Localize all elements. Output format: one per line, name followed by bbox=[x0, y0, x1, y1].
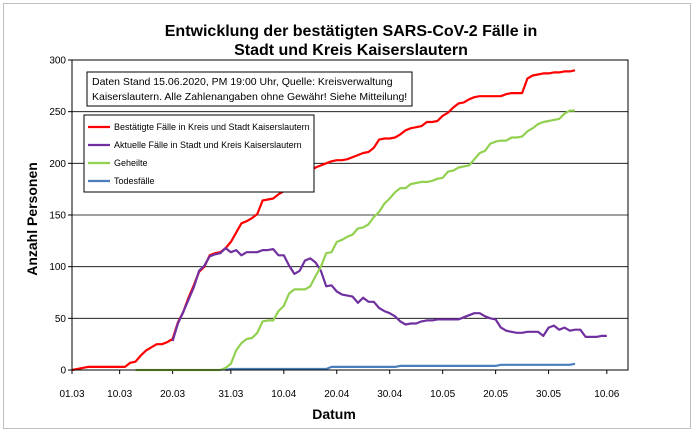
series-line-2 bbox=[171, 247, 607, 342]
x-tick-label: 20.05 bbox=[483, 389, 508, 400]
series-line-4 bbox=[225, 362, 576, 372]
x-tick-label: 20.04 bbox=[324, 389, 349, 400]
y-tick-label: 200 bbox=[49, 159, 66, 170]
x-axis-ticks: 01.03 10.03 20.03 31.03 10.04 20.04 30.04 10.05… bbox=[59, 370, 620, 400]
chart-title-line-1: Entwicklung der bestätigten SARS-CoV-2 F… bbox=[165, 23, 538, 40]
legend: Bestätigte Fälle in Kreis und Stadt Kais… bbox=[83, 114, 315, 193]
chart-title-line-2: Stadt und Kreis Kaiserslautern bbox=[234, 42, 468, 59]
annotation-line-1: Daten Stand 15.06.2020, PM 19:00 Uhr, Qu… bbox=[92, 76, 393, 88]
x-tick-label: 10.05 bbox=[430, 389, 455, 400]
legend-label-2: Aktuelle Fälle in Stadt und Kreis Kaiser… bbox=[114, 140, 302, 150]
x-axis-title: Datum bbox=[312, 406, 356, 422]
y-tick-label: 250 bbox=[49, 107, 66, 118]
y-axis-title: Anzahl Personen bbox=[24, 162, 40, 276]
legend-box bbox=[83, 114, 315, 193]
x-tick-label: 10.04 bbox=[271, 389, 296, 400]
x-tick-label: 30.05 bbox=[536, 389, 561, 400]
x-tick-label: 30.04 bbox=[377, 389, 402, 400]
annotation-box bbox=[86, 71, 413, 107]
y-tick-label: 0 bbox=[60, 366, 66, 377]
legend-label-1: Bestätigte Fälle in Kreis und Stadt Kais… bbox=[114, 122, 310, 132]
y-tick-label: 100 bbox=[49, 262, 66, 273]
y-axis-ticks: 0 50 100 150 200 250 300 bbox=[49, 56, 72, 377]
x-tick-label: 31.03 bbox=[218, 389, 243, 400]
x-tick-label: 10.03 bbox=[107, 389, 132, 400]
x-tick-label: 01.03 bbox=[59, 389, 84, 400]
legend-label-3: Geheilte bbox=[114, 158, 148, 168]
x-tick-label: 20.03 bbox=[160, 389, 185, 400]
x-tick-label: 10.06 bbox=[594, 389, 619, 400]
y-tick-label: 150 bbox=[49, 211, 66, 222]
line-chart: Entwicklung der bestätigten SARS-CoV-2 F… bbox=[24, 23, 629, 422]
plot-area bbox=[71, 59, 629, 371]
series-lines bbox=[71, 69, 607, 372]
series-line-1 bbox=[71, 69, 576, 372]
y-tick-label: 300 bbox=[49, 56, 66, 67]
legend-label-4: Todesfälle bbox=[114, 176, 155, 186]
y-tick-label: 50 bbox=[55, 314, 67, 325]
series-line-3 bbox=[135, 109, 575, 372]
annotation-line-2: Kaiserslautern. Alle Zahlenangaben ohne … bbox=[92, 91, 407, 103]
chart-frame: Entwicklung der bestätigten SARS-CoV-2 F… bbox=[3, 3, 691, 429]
